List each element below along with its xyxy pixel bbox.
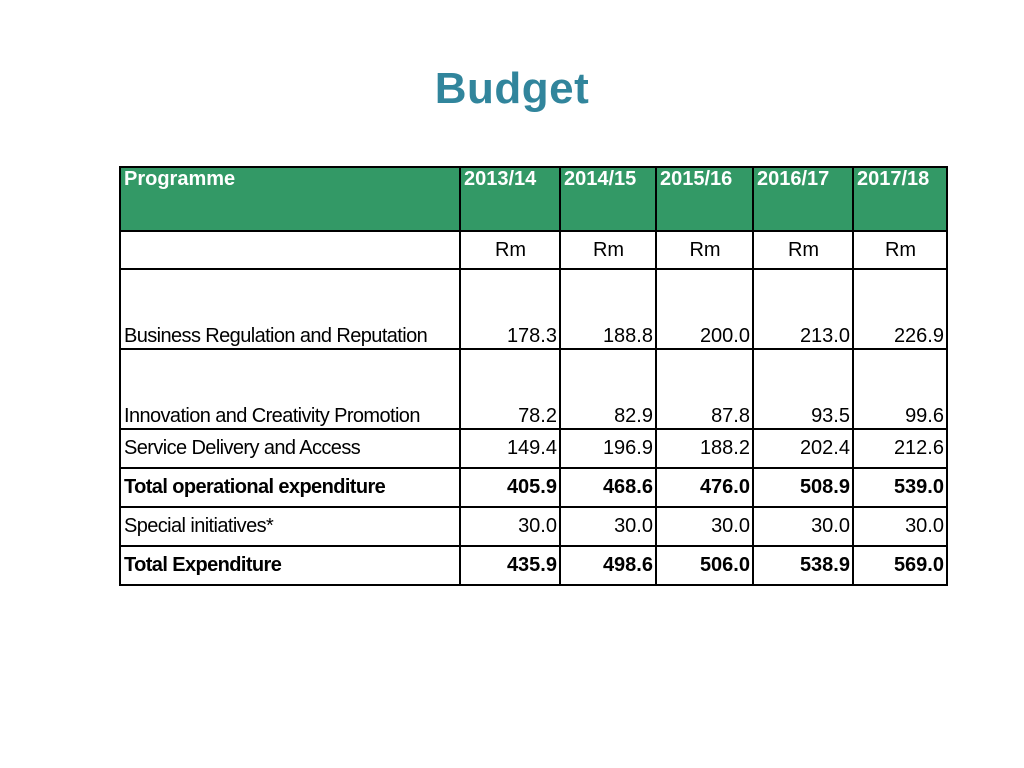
value-cell: 93.5 <box>752 348 854 430</box>
value-cell: 30.0 <box>559 506 657 547</box>
column-header-programme: Programme <box>119 166 461 232</box>
value-cell: 188.2 <box>655 428 754 469</box>
value-cell: 188.8 <box>559 268 657 350</box>
value-cell: 435.9 <box>459 545 561 586</box>
unit-cell: Rm <box>655 230 754 270</box>
value-cell: 539.0 <box>852 467 948 508</box>
unit-cell: Rm <box>752 230 854 270</box>
value-cell: 508.9 <box>752 467 854 508</box>
column-header-2013-14: 2013/14 <box>459 166 561 232</box>
value-cell: 202.4 <box>752 428 854 469</box>
value-cell: 78.2 <box>459 348 561 430</box>
value-cell: 149.4 <box>459 428 561 469</box>
column-header-2017-18: 2017/18 <box>852 166 948 232</box>
row-label: Total operational expenditure <box>119 467 461 508</box>
row-label: Special initiatives* <box>119 506 461 547</box>
table-row: Innovation and Creativity Promotion 78.2… <box>119 348 948 430</box>
table-row: Service Delivery and Access 149.4 196.9 … <box>119 428 948 469</box>
value-cell: 213.0 <box>752 268 854 350</box>
table-header-row: Programme 2013/14 2014/15 2015/16 2016/1… <box>119 166 948 232</box>
value-cell: 212.6 <box>852 428 948 469</box>
value-cell: 87.8 <box>655 348 754 430</box>
unit-cell: Rm <box>852 230 948 270</box>
row-label: Service Delivery and Access <box>119 428 461 469</box>
unit-cell: Rm <box>459 230 561 270</box>
budget-table: Programme 2013/14 2014/15 2015/16 2016/1… <box>119 166 948 586</box>
table-row: Business Regulation and Reputation 178.3… <box>119 268 948 350</box>
page-title: Budget <box>434 64 590 113</box>
value-cell: 30.0 <box>459 506 561 547</box>
value-cell: 178.3 <box>459 268 561 350</box>
value-cell: 30.0 <box>852 506 948 547</box>
column-header-2015-16: 2015/16 <box>655 166 754 232</box>
units-row: Rm Rm Rm Rm Rm <box>119 230 948 270</box>
unit-cell: Rm <box>559 230 657 270</box>
row-label: Innovation and Creativity Promotion <box>119 348 461 430</box>
value-cell: 200.0 <box>655 268 754 350</box>
column-header-2014-15: 2014/15 <box>559 166 657 232</box>
row-label: Business Regulation and Reputation <box>119 268 461 350</box>
value-cell: 506.0 <box>655 545 754 586</box>
row-label: Total Expenditure <box>119 545 461 586</box>
value-cell: 498.6 <box>559 545 657 586</box>
table-row: Special initiatives* 30.0 30.0 30.0 30.0… <box>119 506 948 547</box>
value-cell: 405.9 <box>459 467 561 508</box>
value-cell: 569.0 <box>852 545 948 586</box>
total-expenditure-row: Total Expenditure 435.9 498.6 506.0 538.… <box>119 545 948 586</box>
unit-cell <box>119 230 461 270</box>
value-cell: 226.9 <box>852 268 948 350</box>
value-cell: 196.9 <box>559 428 657 469</box>
value-cell: 82.9 <box>559 348 657 430</box>
value-cell: 468.6 <box>559 467 657 508</box>
value-cell: 538.9 <box>752 545 854 586</box>
column-header-2016-17: 2016/17 <box>752 166 854 232</box>
value-cell: 30.0 <box>655 506 754 547</box>
value-cell: 99.6 <box>852 348 948 430</box>
value-cell: 476.0 <box>655 467 754 508</box>
value-cell: 30.0 <box>752 506 854 547</box>
total-operational-row: Total operational expenditure 405.9 468.… <box>119 467 948 508</box>
